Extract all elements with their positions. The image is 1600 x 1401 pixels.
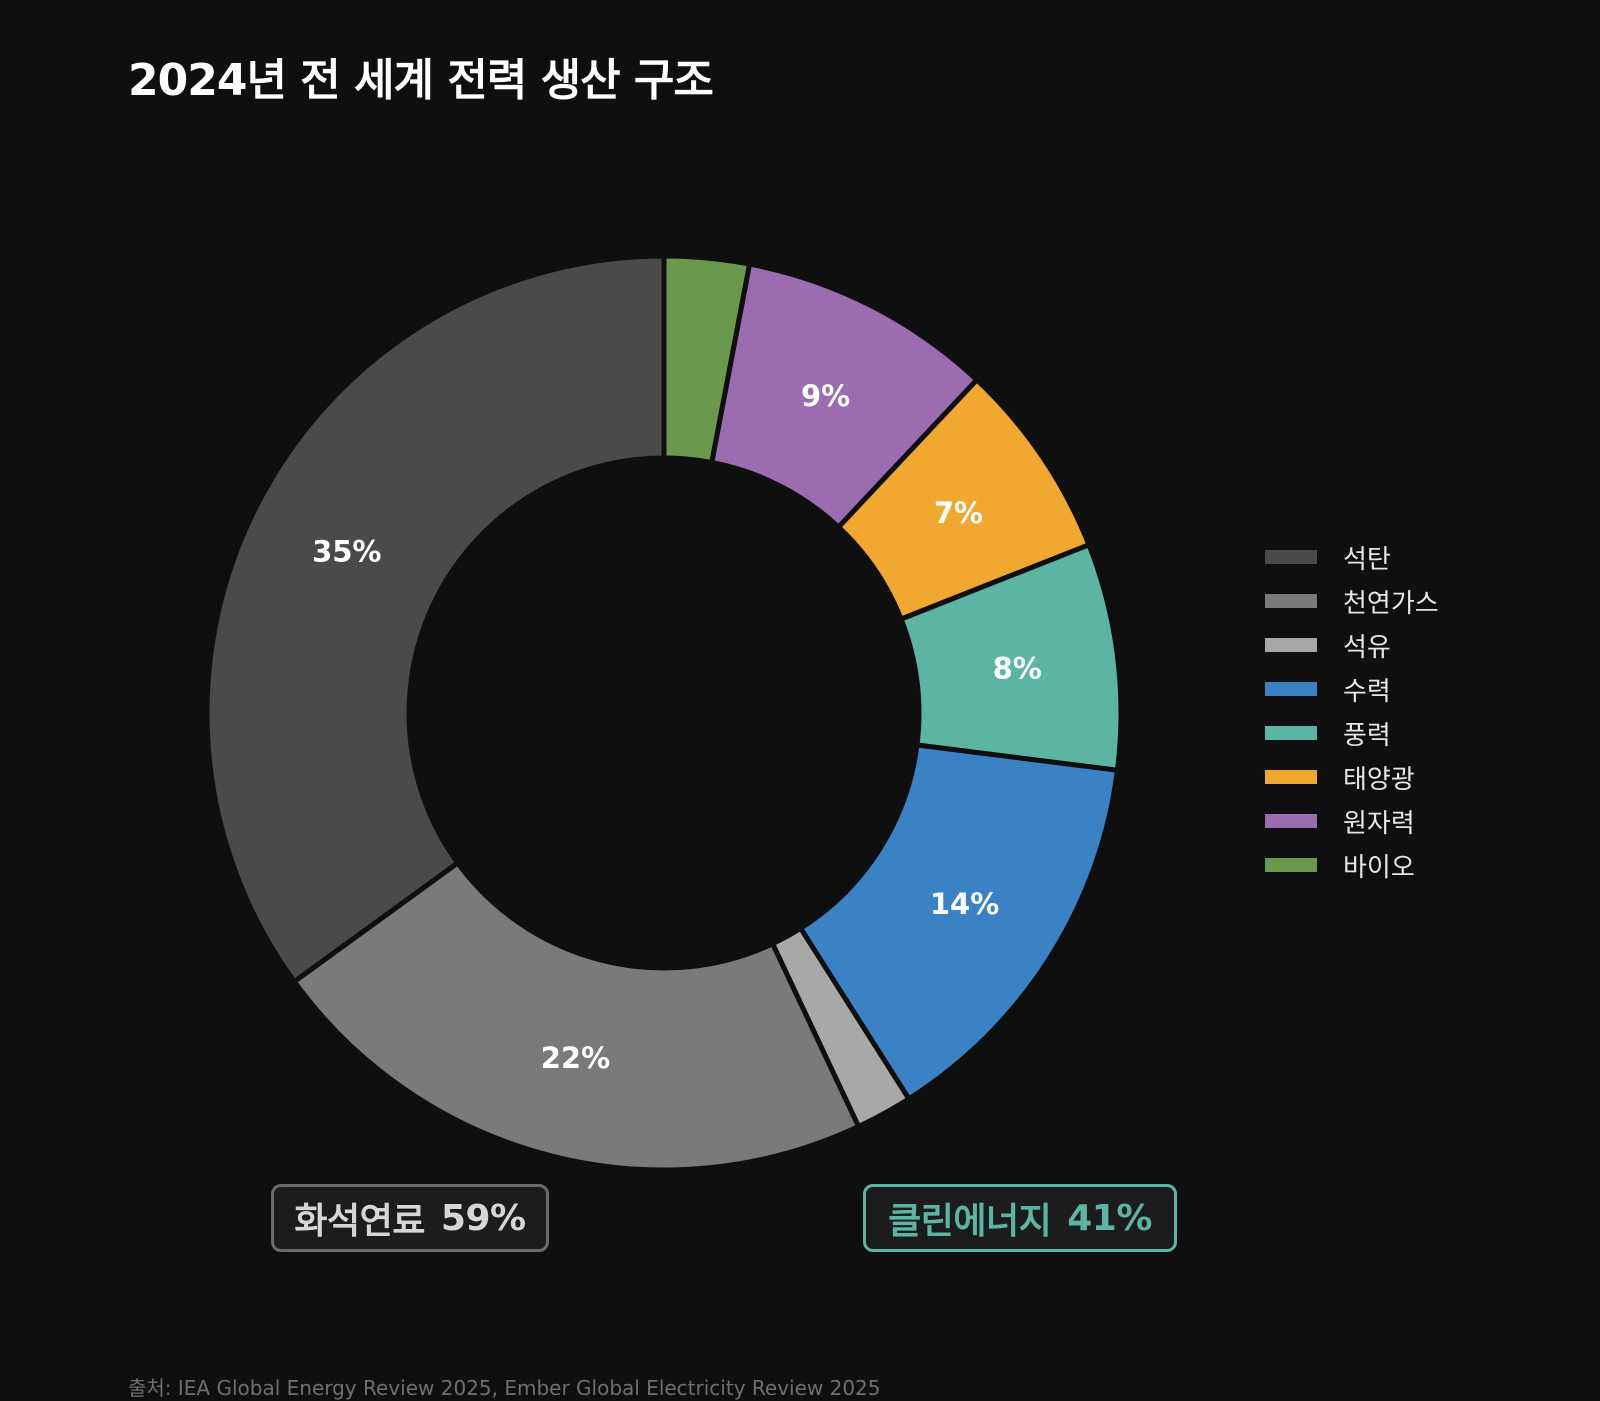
legend-label: 풍력 <box>1343 720 1391 751</box>
slice-value-label: 22% <box>541 1041 610 1075</box>
legend-item-bio: 바이오 <box>1265 843 1439 887</box>
legend-item-gas: 천연가스 <box>1265 579 1439 623</box>
legend-swatch <box>1265 858 1317 872</box>
slice-value-label: 8% <box>993 651 1042 685</box>
donut-slice <box>798 742 1120 1102</box>
legend-swatch <box>1265 682 1317 696</box>
donut-slices <box>204 253 1124 1173</box>
donut-hole <box>411 460 917 966</box>
slice-value-label: 35% <box>312 534 381 568</box>
legend: 석탄 천연가스 석유 수력 풍력 태양광 원자력 바이오 <box>1265 535 1439 887</box>
clean-energy-label: 클린에너지 <box>888 1201 1052 1242</box>
legend-item-solar: 태양광 <box>1265 755 1439 799</box>
clean-energy-summary-badge: 클린에너지 41% <box>863 1184 1177 1252</box>
legend-label: 천연가스 <box>1343 588 1439 619</box>
clean-energy-value: 41% <box>1067 1197 1152 1239</box>
legend-item-wind: 풍력 <box>1265 711 1439 755</box>
fossil-fuel-summary-badge: 화석연료 59% <box>271 1184 549 1252</box>
fossil-fuel-value: 59% <box>440 1197 526 1239</box>
legend-item-coal: 석탄 <box>1265 535 1439 579</box>
legend-item-hydro: 수력 <box>1265 667 1439 711</box>
slice-value-label: 9% <box>801 379 850 413</box>
legend-label: 원자력 <box>1343 808 1415 839</box>
legend-swatch <box>1265 594 1317 608</box>
legend-swatch <box>1265 770 1317 784</box>
donut-slice <box>204 253 667 985</box>
legend-swatch <box>1265 550 1317 564</box>
donut-slice <box>291 860 862 1173</box>
legend-label: 수력 <box>1343 676 1391 707</box>
legend-item-nuclear: 원자력 <box>1265 799 1439 843</box>
fossil-fuel-label: 화석연료 <box>294 1201 425 1242</box>
legend-swatch <box>1265 638 1317 652</box>
chart-title: 2024년 전 세계 전력 생산 구조 <box>128 55 714 106</box>
legend-label: 바이오 <box>1343 852 1415 883</box>
legend-label: 석탄 <box>1343 544 1391 575</box>
legend-label: 석유 <box>1343 632 1391 663</box>
slice-labels: 9% 7% 8% 14% 22% 35% <box>312 379 1042 1075</box>
legend-label: 태양광 <box>1343 764 1415 795</box>
legend-item-oil: 석유 <box>1265 623 1439 667</box>
legend-swatch <box>1265 726 1317 740</box>
legend-swatch <box>1265 814 1317 828</box>
slice-value-label: 7% <box>934 496 983 530</box>
slice-value-label: 14% <box>930 887 999 921</box>
source-note: 출처: IEA Global Energy Review 2025, Ember… <box>128 1376 881 1400</box>
